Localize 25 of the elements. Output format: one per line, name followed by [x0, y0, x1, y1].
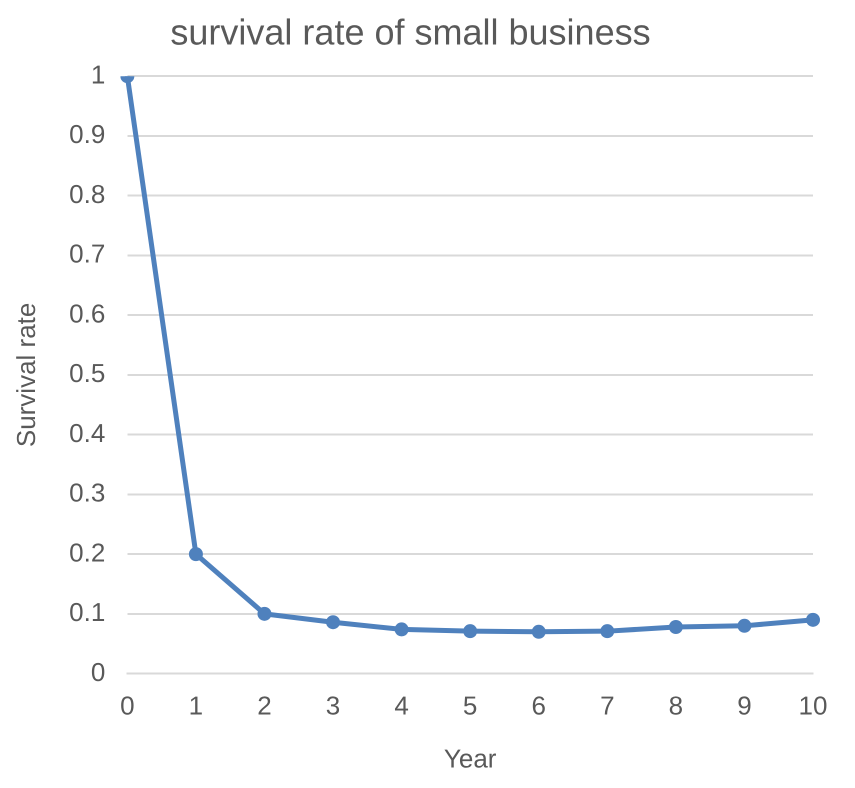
x-tick-label: 2 [257, 690, 272, 720]
y-tick-label: 0.7 [69, 238, 106, 269]
y-tick-label: 0.9 [69, 119, 106, 150]
y-axis-title: Survival rate [10, 302, 41, 448]
x-tick-label: 8 [668, 690, 684, 720]
x-tick-label: 7 [600, 690, 615, 720]
y-tick-label: 0.5 [69, 358, 106, 388]
x-tick-label: 10 [798, 690, 828, 720]
y-tick-label: 0.3 [69, 478, 106, 508]
y-tick-label: 0.4 [69, 418, 106, 448]
y-tick-label: 0.8 [69, 178, 106, 209]
x-tick-label: 9 [737, 690, 752, 720]
y-tick-label: 0 [90, 656, 106, 687]
chart-title: survival rate of small business [170, 12, 651, 53]
y-tick-label: 0.6 [69, 298, 106, 328]
x-tick-label: 0 [120, 690, 135, 720]
x-tick-label: 3 [326, 690, 340, 720]
y-tick-label: 0.1 [69, 597, 106, 628]
x-tick-label: 1 [188, 690, 204, 720]
y-tick-label: 1 [90, 59, 106, 90]
x-axis-title: Year [444, 744, 497, 774]
x-tick-label: 6 [532, 690, 546, 720]
y-tick-label: 0.2 [69, 537, 106, 568]
x-tick-label: 5 [462, 690, 478, 720]
x-tick-label: 4 [394, 690, 409, 720]
